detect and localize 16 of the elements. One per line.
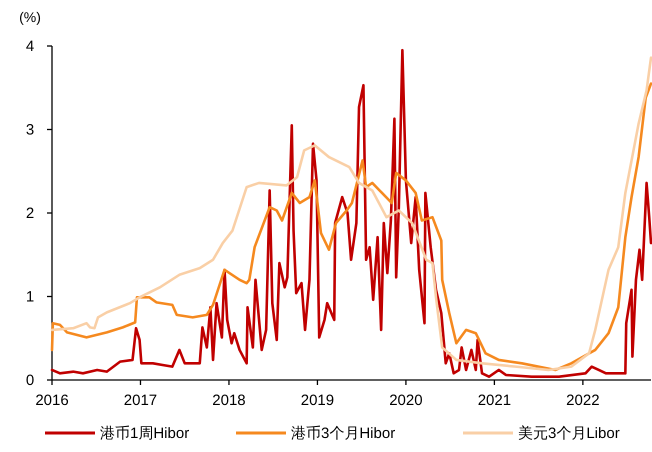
legend-label: 美元3个月Libor [518,425,620,442]
y-axis-title: (%) [19,9,41,25]
x-tick-label: 2018 [212,392,246,409]
x-tick-label: 2021 [478,392,512,409]
legend-label: 港币3个月Hibor [291,425,396,442]
x-tick-label: 2022 [566,392,600,409]
legend-label: 港币1周Hibor [100,425,190,442]
x-tick-label: 2019 [300,392,334,409]
x-tick-label: 2020 [389,392,423,409]
y-tick-label: 0 [26,372,34,389]
y-tick-label: 2 [26,205,34,222]
x-tick-label: 2016 [35,392,69,409]
y-tick-label: 1 [26,288,34,306]
y-tick-label: 3 [26,122,34,138]
y-tick-label: 4 [26,38,34,55]
x-tick-label: 2017 [124,392,158,409]
